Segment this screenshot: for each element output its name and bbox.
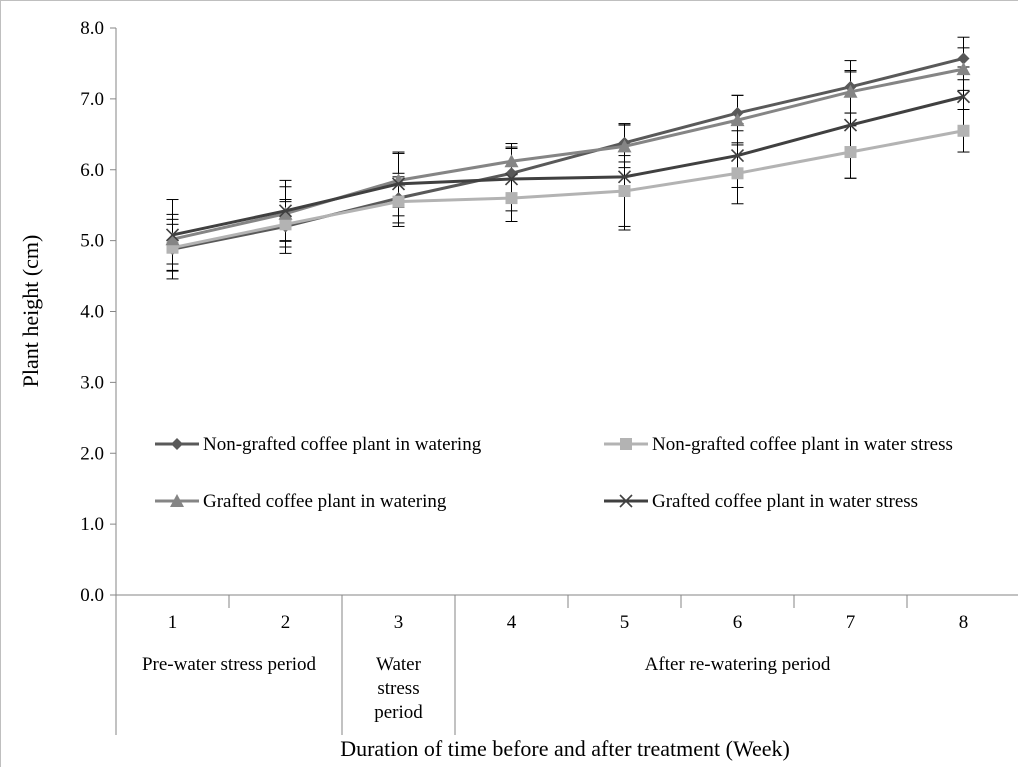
data-point: [165, 228, 180, 242]
x-category-label: 5: [620, 612, 630, 633]
period-label: Water: [376, 654, 422, 675]
y-tick-label: 6.0: [80, 160, 104, 181]
data-point: [956, 62, 971, 76]
data-point: [730, 113, 745, 127]
legend-item: Grafted coffee plant in water stress: [604, 491, 918, 512]
data-point: [957, 52, 970, 65]
legend: Non-grafted coffee plant in watering Non-…: [155, 434, 953, 512]
period-labels: Pre-water stress period Water stress period…: [115, 595, 831, 735]
period-label: period: [374, 702, 423, 723]
data-point: [617, 170, 632, 184]
series-2: [166, 124, 970, 254]
series-line: [172, 129, 964, 250]
series-line: [172, 67, 964, 241]
data-point: [279, 218, 292, 231]
x-category-label: 1: [168, 612, 178, 633]
y-tick-label: 0.0: [80, 585, 104, 606]
y-axis-title: Plant height (cm): [18, 235, 43, 388]
data-point: [730, 149, 745, 163]
x-category-label: 6: [733, 612, 743, 633]
legend-item: Non-grafted coffee plant in water stress: [604, 434, 953, 455]
data-point: [504, 172, 519, 186]
data-point: [617, 139, 632, 153]
y-tick-label: 8.0: [80, 18, 104, 39]
data-point: [844, 146, 857, 159]
data-point: [171, 438, 183, 450]
y-tick-label: 2.0: [80, 443, 104, 464]
data-point: [278, 204, 293, 218]
series-4: [165, 90, 971, 242]
legend-item: Grafted coffee plant in watering: [155, 491, 447, 512]
data-point: [957, 124, 970, 137]
series-layer: [165, 36, 971, 280]
data-point: [843, 84, 858, 98]
data-point: [619, 494, 633, 508]
y-tick-label: 3.0: [80, 372, 104, 393]
y-tick-label: 1.0: [80, 514, 104, 535]
data-point: [620, 438, 632, 450]
period-label: stress: [377, 678, 419, 699]
legend-label: Grafted coffee plant in watering: [203, 491, 447, 512]
x-category-label: 3: [394, 612, 404, 633]
x-category-label: 2: [281, 612, 291, 633]
data-point: [618, 185, 631, 198]
legend-label: Grafted coffee plant in water stress: [652, 491, 918, 512]
error-bars: [166, 109, 970, 272]
x-category-label: 4: [507, 612, 517, 633]
data-point: [843, 118, 858, 132]
y-tick-label: 4.0: [80, 302, 104, 323]
legend-item: Non-grafted coffee plant in watering: [155, 434, 482, 455]
data-point: [956, 90, 971, 104]
legend-label: Non-grafted coffee plant in watering: [203, 434, 482, 455]
data-point: [391, 177, 406, 191]
y-tick-label: 5.0: [80, 231, 104, 252]
x-category-label: 7: [846, 612, 856, 633]
x-category-label: 8: [959, 612, 969, 633]
data-point: [504, 154, 519, 168]
data-point: [278, 206, 293, 220]
x-axis-title: Duration of time before and after treatm…: [340, 736, 790, 761]
y-axis-ticks: 0.0 1.0 2.0 3.0 4.0 5.0 6.0 7.0 8.0: [80, 18, 116, 606]
data-point: [170, 494, 184, 507]
y-tick-label: 7.0: [80, 89, 104, 110]
x-axis-categories: 1 2 3 4 5 6 7 8: [168, 595, 969, 633]
series-line: [172, 95, 964, 237]
period-label: Pre-water stress period: [142, 654, 317, 675]
period-label: After re-watering period: [645, 654, 831, 675]
data-point: [165, 232, 180, 246]
data-point: [731, 107, 744, 120]
data-point: [731, 167, 744, 180]
data-point: [505, 192, 518, 205]
data-point: [392, 195, 405, 208]
legend-label: Non-grafted coffee plant in water stress: [652, 434, 953, 455]
